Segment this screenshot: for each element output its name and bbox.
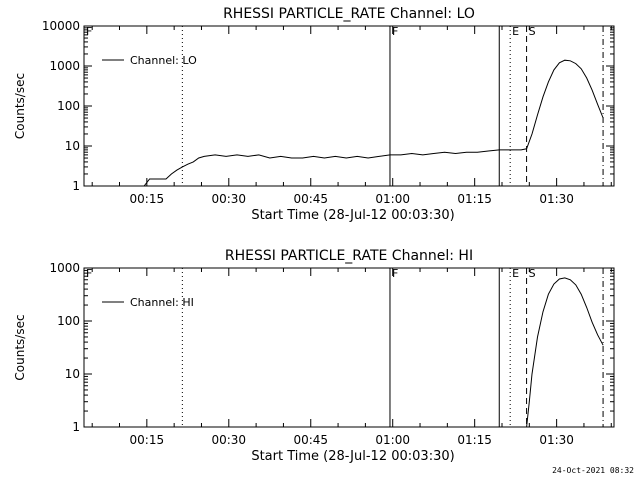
panel1-x-tick-label: 01:00	[375, 192, 410, 206]
panel2-x-axis-label: Start Time (28-Jul-12 00:03:30)	[251, 449, 454, 464]
panel1-title: RHESSI PARTICLE_RATE Channel: LO	[223, 6, 475, 22]
panel1-y-tick-label: 1	[72, 179, 80, 193]
panel1-x-tick-label: 00:45	[293, 192, 328, 206]
panel2-marker-label: E	[512, 267, 519, 280]
panel1-x-tick-label: 01:30	[539, 192, 574, 206]
panel1-series-line	[84, 59, 604, 187]
panel1-x-tick-label: 00:15	[130, 192, 165, 206]
panel2-y-axis-label: Counts/sec	[13, 314, 27, 380]
panel2-y-tick-label: 1000	[49, 261, 80, 275]
panel1-y-tick-label: 1000	[49, 59, 80, 73]
panel1-marker-label: E	[512, 25, 519, 38]
panel2-marker-label: F	[392, 267, 398, 280]
panel1-legend-label: Channel: LO	[130, 54, 197, 67]
panel1-marker-label: F	[392, 25, 398, 38]
panel1-x-tick-label: 00:30	[211, 192, 246, 206]
panel1-y-axis-label: Counts/sec	[13, 73, 27, 139]
panel2-x-tick-label: 00:15	[130, 433, 165, 447]
panel2-x-tick-label: 01:15	[457, 433, 492, 447]
panel2-marker-label: F	[86, 267, 92, 280]
panel2-title: RHESSI PARTICLE_RATE Channel: HI	[225, 248, 473, 264]
panel2-legend-label: Channel: HI	[130, 296, 194, 309]
panel2-y-tick-label: 1	[72, 420, 80, 434]
panel1-y-tick-label: 100	[57, 99, 80, 113]
panel2-x-tick-label: 00:45	[293, 433, 328, 447]
panel1-marker-label: S	[529, 25, 536, 38]
panel2-series-line	[526, 277, 604, 428]
panel2-x-tick-label: 01:30	[539, 433, 574, 447]
panel2-plot-frame	[83, 267, 615, 428]
panel1-y-tick-label: 10	[65, 139, 80, 153]
panel1-plot-frame	[83, 25, 615, 187]
panel2-x-tick-label: 01:00	[375, 433, 410, 447]
panel2-y-tick-label: 10	[65, 367, 80, 381]
footer-timestamp: 24-Oct-2021 08:32	[552, 466, 634, 475]
panel1-x-axis-label: Start Time (28-Jul-12 00:03:30)	[251, 208, 454, 223]
panel1-x-tick-label: 01:15	[457, 192, 492, 206]
panel1-y-tick-label: 10000	[42, 19, 80, 33]
panel2-y-tick-label: 100	[57, 314, 80, 328]
panel2-x-tick-label: 00:30	[211, 433, 246, 447]
panel2-marker-label: S	[529, 267, 536, 280]
panel1-marker-label: F	[86, 25, 92, 38]
